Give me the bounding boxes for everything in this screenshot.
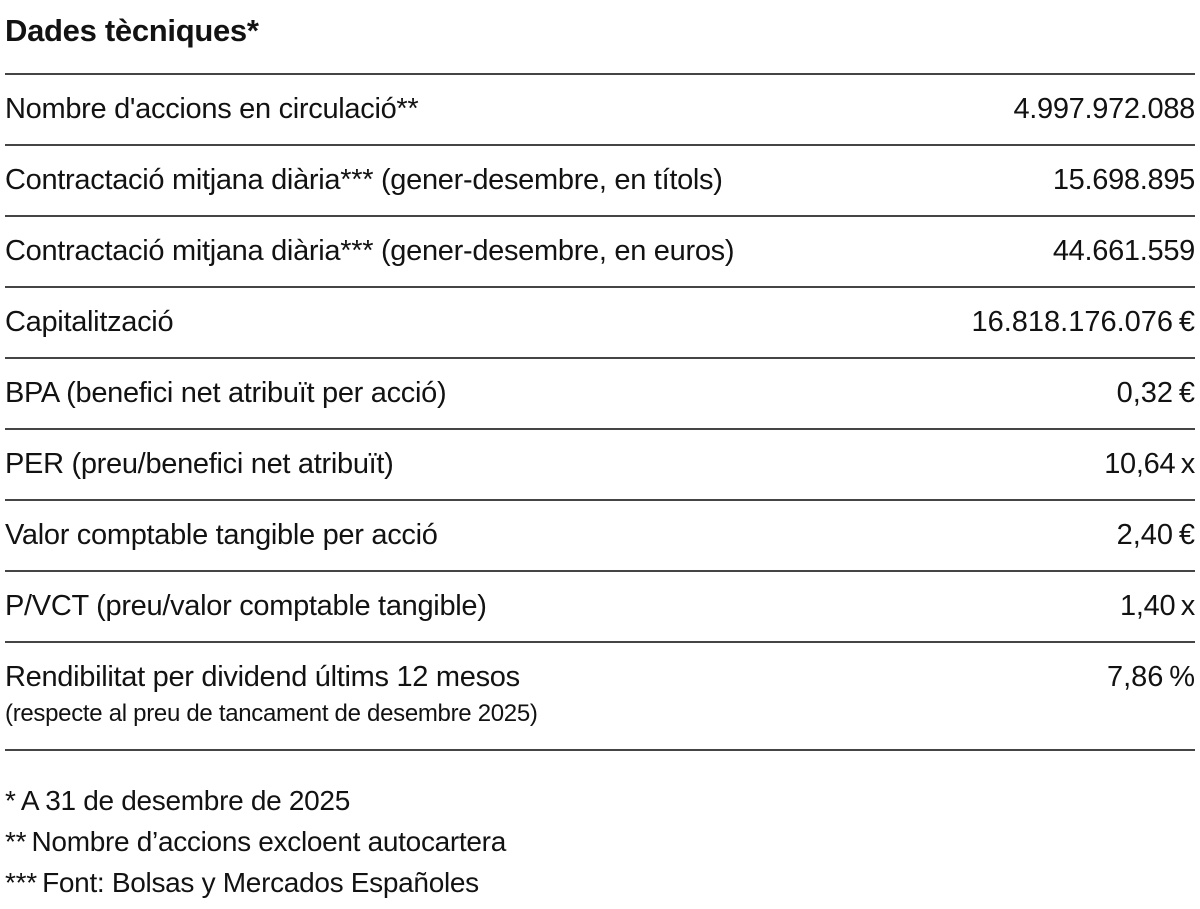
row-label-wrap: P/VCT (preu/valor comptable tangible) (5, 589, 1096, 624)
row-label: Valor comptable tangible per acció (5, 519, 438, 551)
row-label-wrap: Contractació mitjana diària*** (gener-de… (5, 163, 1029, 198)
row-label-wrap: Nombre d'accions en circulació** (5, 92, 989, 127)
row-value: 7,86 % (1106, 661, 1195, 693)
row-label-wrap: BPA (benefici net atribuït per acció) (5, 376, 1093, 411)
row-label-wrap: Valor comptable tangible per acció (5, 518, 1093, 553)
table-row: Contractació mitjana diària*** (gener-de… (5, 144, 1195, 215)
table-row: PER (preu/benefici net atribuït) 10,64 x (5, 428, 1195, 499)
row-label: Rendibilitat per dividend últims 12 meso… (5, 661, 520, 693)
row-label-wrap: PER (preu/benefici net atribuït) (5, 447, 1080, 482)
row-label-wrap: Rendibilitat per dividend últims 12 meso… (5, 660, 1083, 732)
row-value: 4.997.972.088 (1013, 93, 1195, 125)
table-row: BPA (benefici net atribuït per acció) 0,… (5, 357, 1195, 428)
row-value: 16.818.176.076 € (971, 306, 1195, 338)
row-label: BPA (benefici net atribuït per acció) (5, 377, 447, 409)
footnote-item: ** Nombre d’accions excloent autocartera (5, 826, 506, 857)
row-value: 10,64 x (1104, 448, 1195, 480)
row-value: 1,40 x (1120, 590, 1195, 622)
row-label: Contractació mitjana diària*** (gener-de… (5, 164, 723, 196)
table-row: Rendibilitat per dividend últims 12 meso… (5, 641, 1195, 749)
row-label: Capitalització (5, 306, 174, 338)
footnotes: * A 31 de desembre de 2025 ** Nombre d’a… (5, 780, 1195, 903)
table-row: Nombre d'accions en circulació** 4.997.9… (5, 73, 1195, 144)
row-label: PER (preu/benefici net atribuït) (5, 448, 394, 480)
row-label: Nombre d'accions en circulació** (5, 93, 419, 125)
page-title: Dades tècniques* (5, 13, 259, 48)
row-value: 44.661.559 (1052, 235, 1195, 267)
row-sublabel: (respecte al preu de tancament de desemb… (5, 700, 538, 727)
table-row: Capitalització 16.818.176.076 € (5, 286, 1195, 357)
row-value: 15.698.895 (1052, 164, 1195, 196)
table-row: Valor comptable tangible per acció 2,40 … (5, 499, 1195, 570)
row-label: Contractació mitjana diària*** (gener-de… (5, 235, 735, 267)
footnote-item: *** Font: Bolsas y Mercados Españoles (5, 867, 479, 898)
table-row: Contractació mitjana diària*** (gener-de… (5, 215, 1195, 286)
technical-data-table: Nombre d'accions en circulació** 4.997.9… (5, 73, 1195, 751)
footnote-item: * A 31 de desembre de 2025 (5, 785, 350, 816)
table-row: P/VCT (preu/valor comptable tangible) 1,… (5, 570, 1195, 641)
row-value: 0,32 € (1116, 377, 1196, 409)
row-label-wrap: Capitalització (5, 305, 947, 340)
row-value: 2,40 € (1116, 519, 1196, 551)
row-label: P/VCT (preu/valor comptable tangible) (5, 590, 487, 622)
row-label-wrap: Contractació mitjana diària*** (gener-de… (5, 234, 1029, 269)
